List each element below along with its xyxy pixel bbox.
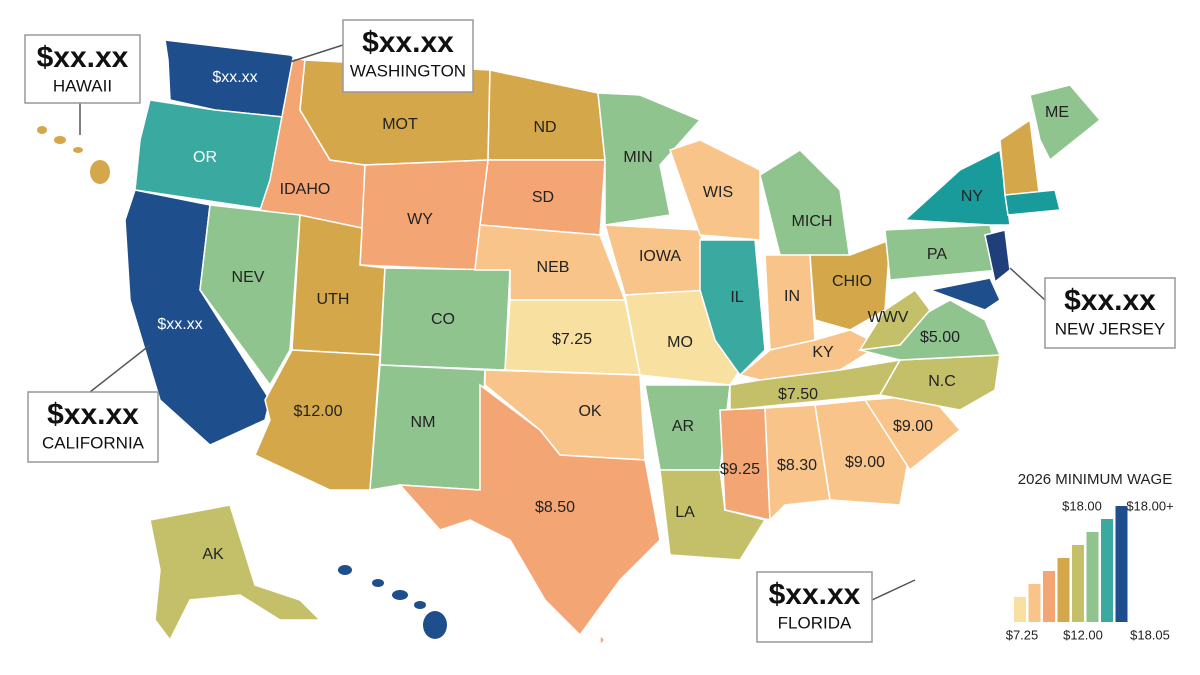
state-label: NEV [232, 269, 265, 286]
state-label: UTH [317, 291, 350, 308]
state-label: CO [431, 311, 455, 328]
state-label: IOWA [639, 248, 681, 265]
legend-label: $18.05 [1130, 627, 1170, 642]
state-label: MIN [623, 149, 652, 166]
state [488, 70, 605, 160]
state-label: $xx.xx [157, 316, 202, 333]
state-label: NY [961, 188, 984, 205]
callout-value: $xx.xx [769, 578, 861, 611]
state-label: KY [812, 344, 834, 361]
hawaii-island [338, 565, 352, 575]
legend-label: $7.25 [1006, 627, 1039, 642]
state-label: $9.25 [720, 461, 760, 478]
legend-label: $12.00 [1063, 627, 1103, 642]
legend-swatch [1087, 532, 1099, 622]
state-label: OK [578, 403, 601, 420]
hawaii-island [90, 160, 110, 184]
state-label: MICH [792, 213, 833, 230]
state-label: $9.00 [845, 454, 885, 471]
state-label: ME [1045, 104, 1069, 121]
state-label: MOT [382, 116, 418, 133]
callout-label: NEW JERSEY [1055, 319, 1166, 338]
state-label: AK [202, 546, 224, 563]
legend-swatch [1058, 558, 1070, 622]
callout-pointer [90, 345, 150, 392]
hawaii-island [392, 590, 408, 600]
hawaii-island [54, 136, 66, 144]
state-label: $8.30 [777, 457, 817, 474]
state [760, 150, 850, 260]
legend-label: $18.00 [1062, 498, 1102, 513]
state-label: $8.50 [535, 499, 575, 516]
state [150, 505, 320, 640]
legend-swatch [1043, 571, 1055, 622]
state-label: NM [411, 414, 436, 431]
callout-pointer [872, 580, 915, 600]
state-label: CHIO [832, 273, 872, 290]
hawaii-island [372, 579, 384, 587]
callout-value: $xx.xx [362, 26, 454, 59]
callout-pointer [290, 45, 343, 62]
callout-pointer [1010, 268, 1045, 300]
state-label: $9.00 [893, 418, 933, 435]
state-label: AR [672, 418, 694, 435]
callout-value: $xx.xx [1064, 284, 1156, 317]
state-label: $xx.xx [212, 69, 257, 86]
hawaii-island [73, 147, 83, 153]
state-label: WWV [868, 309, 909, 326]
callout-label: FLORIDA [778, 613, 852, 632]
callout-label: WASHINGTON [350, 61, 466, 80]
states: $xx.xx OR $xx.xx IDAHO MOT ND SD WY NEV UTH CO $12.… [37, 40, 1100, 645]
state-label: SD [532, 189, 554, 206]
state-label: LA [675, 504, 695, 521]
state-label: PA [927, 246, 947, 263]
state [600, 635, 605, 645]
state-label: NEB [537, 259, 570, 276]
legend-swatch [1029, 584, 1041, 622]
legend-swatch [1072, 545, 1084, 622]
hawaii-island [414, 601, 426, 609]
legend-swatch [1014, 597, 1026, 622]
legend: 2026 MINIMUM WAGE $18.00 $18.00+ $7.25 $… [1006, 471, 1174, 642]
state [985, 230, 1010, 282]
state-label: $7.50 [778, 386, 818, 403]
hawaii-island [37, 126, 47, 134]
state-label: IDAHO [280, 181, 331, 198]
state-label: $5.00 [920, 329, 960, 346]
callout-value: $xx.xx [37, 41, 129, 74]
state-label: $12.00 [294, 403, 343, 420]
state [905, 150, 1010, 225]
state [1030, 85, 1100, 160]
state [1000, 120, 1040, 200]
callout-value: $xx.xx [47, 398, 139, 431]
state-label: N.C [928, 373, 956, 390]
hawaii-island [423, 611, 447, 639]
state-label: WY [407, 211, 433, 228]
state-label: IL [730, 289, 743, 306]
state-label: $7.25 [552, 331, 592, 348]
state [1005, 190, 1060, 215]
legend-swatch [1116, 506, 1128, 622]
legend-swatch [1101, 519, 1113, 622]
state-label: WIS [703, 184, 733, 201]
callout-label: CALIFORNIA [42, 433, 145, 452]
legend-label: $18.00+ [1126, 498, 1173, 513]
legend-title: 2026 MINIMUM WAGE [1018, 471, 1172, 488]
state-label: IN [784, 288, 800, 305]
state-label: MO [667, 334, 693, 351]
callout-label: HAWAII [53, 76, 112, 95]
state-label: OR [193, 149, 217, 166]
state-label: ND [533, 119, 556, 136]
